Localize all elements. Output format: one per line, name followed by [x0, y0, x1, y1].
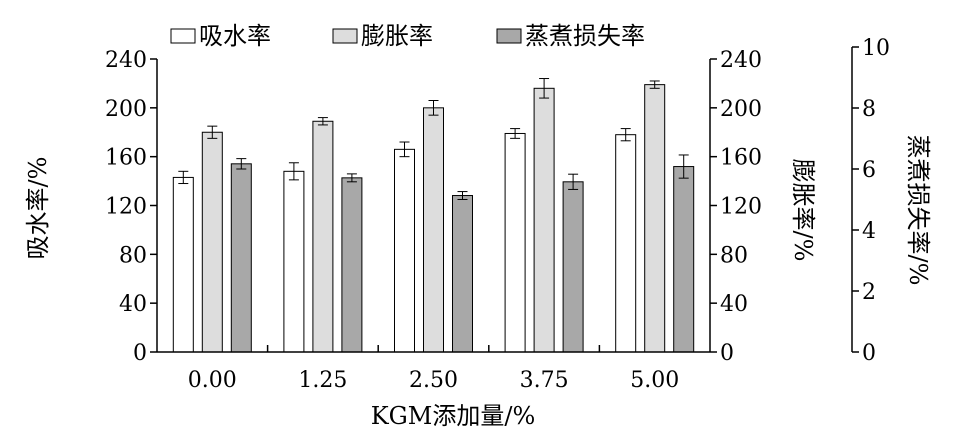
legend-label-1: 膨胀率 — [361, 22, 433, 50]
x-tick-label-0: 0.00 — [188, 368, 237, 393]
bar-0-1 — [283, 170, 305, 353]
bars-layer — [172, 78, 695, 353]
y-right-axis-title: 蒸煮损失率/% — [904, 135, 932, 286]
y-right-tick-label-3: 6 — [862, 158, 876, 183]
x-tick-label-2: 2.50 — [409, 368, 458, 393]
y-mid-tick-label-6: 240 — [720, 48, 762, 73]
y-right-tick-label-1: 2 — [862, 280, 876, 305]
x-tick-label-3: 3.75 — [520, 368, 569, 393]
y-left-axis-title: 吸水率/% — [24, 157, 52, 260]
bar-2-2 — [452, 195, 473, 353]
y-right-tick-label-5: 10 — [862, 36, 890, 61]
y-left-tick-label-5: 200 — [105, 97, 147, 122]
bar-2-3 — [562, 181, 584, 353]
legend: 吸水率 膨胀率 蒸煮损失率 — [170, 22, 645, 50]
legend-label-2: 蒸煮损失率 — [525, 22, 645, 50]
legend-swatch-2 — [496, 28, 522, 44]
bar-1-0 — [201, 131, 223, 353]
y-left-tick-label-6: 240 — [105, 48, 147, 73]
y-left-tick-label-0: 0 — [133, 341, 147, 366]
bar-2-4 — [673, 166, 695, 353]
y-mid-tick-label-5: 200 — [720, 97, 762, 122]
bar-2-1 — [341, 177, 363, 353]
y-right-tick-label-0: 0 — [862, 341, 876, 366]
bar-0-0 — [172, 176, 194, 353]
legend-swatch-1 — [332, 28, 358, 44]
y-left-tick-label-1: 40 — [119, 292, 147, 317]
bar-1-2 — [423, 107, 444, 353]
bar-0-4 — [615, 134, 637, 353]
y-mid-tick-label-0: 0 — [720, 341, 734, 366]
y-mid-tick-label-3: 120 — [720, 195, 762, 220]
y-left-tick-label-4: 160 — [105, 146, 147, 171]
y-mid-tick-label-2: 80 — [720, 243, 748, 268]
y-left-tick-label-3: 120 — [105, 195, 147, 220]
bar-2-0 — [230, 163, 252, 353]
bar-1-3 — [533, 87, 555, 353]
y-mid-tick-label-1: 40 — [720, 292, 748, 317]
y-right-tick-label-2: 4 — [862, 219, 876, 244]
x-tick-label-1: 1.25 — [298, 368, 347, 393]
bar-1-4 — [644, 84, 666, 353]
x-tick-label-4: 5.00 — [630, 368, 679, 393]
y-mid-tick-label-4: 160 — [720, 146, 762, 171]
y-right-tick-label-4: 8 — [862, 97, 876, 122]
y-mid-axis-title: 膨胀率/% — [789, 159, 817, 262]
y-left-tick-label-2: 80 — [119, 243, 147, 268]
bar-0-2 — [394, 148, 415, 353]
legend-swatch-0 — [170, 28, 196, 44]
bar-1-1 — [312, 120, 334, 353]
x-axis-title: KGM添加量/% — [371, 402, 536, 430]
legend-label-0: 吸水率 — [199, 22, 271, 50]
axes-layer: 0.00 1.25 2.50 3.75 5.0004080120160200240040… — [105, 36, 890, 393]
bar-0-3 — [504, 132, 526, 353]
